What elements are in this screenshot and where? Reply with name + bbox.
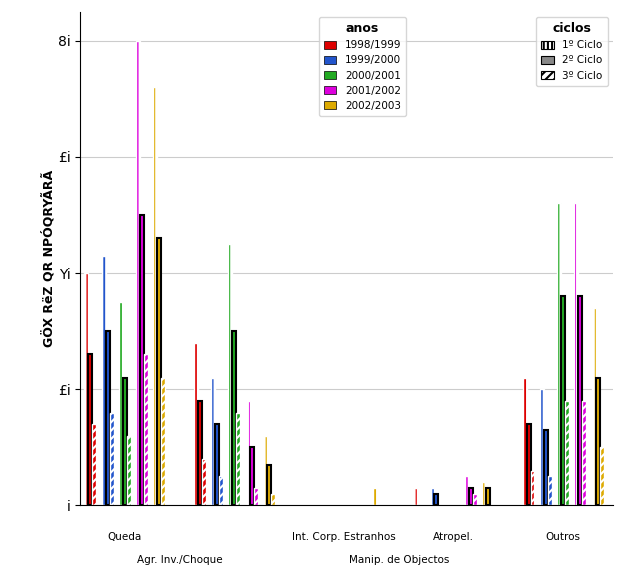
Bar [469,488,473,505]
Bar [215,424,219,505]
Bar [228,244,233,505]
Bar [154,87,157,505]
Bar [548,476,552,505]
Legend: 1º Ciclo, 2º Ciclo, 3º Ciclo: 1º Ciclo, 2º Ciclo, 3º Ciclo [536,17,608,86]
Bar [465,476,469,505]
Text: Atropel.: Atropel. [433,532,474,541]
Bar [89,354,92,505]
Bar [592,308,595,505]
Bar [373,488,376,505]
Bar [565,401,569,505]
Bar [543,430,548,505]
Bar [198,401,202,505]
Bar [219,476,223,505]
Bar [202,459,206,505]
Bar [84,273,89,505]
Bar [119,302,123,505]
Bar [144,354,148,505]
Bar [194,343,198,505]
Bar [233,331,236,505]
Text: Outros: Outros [545,532,581,541]
Bar [430,488,435,505]
Bar [582,401,586,505]
Bar [263,436,267,505]
Text: Manip. de Objectos: Manip. de Objectos [348,555,449,565]
Bar [574,203,578,505]
Bar [246,401,249,505]
Text: Agr. Inv./Choque: Agr. Inv./Choque [137,555,222,565]
Bar [110,413,114,505]
Bar [254,488,258,505]
Y-axis label: GÖX RëZ QR NPÓQRYÃRÃ: GÖX RëZ QR NPÓQRYÃRÃ [41,170,55,347]
Bar [540,389,543,505]
Bar [271,494,275,505]
Bar [486,488,490,505]
Bar [435,494,438,505]
Bar [522,378,527,505]
Bar [136,41,141,505]
Bar [157,238,162,505]
Bar [530,471,534,505]
Bar [211,378,215,505]
Bar [267,465,271,505]
Bar [557,203,561,505]
Bar [141,215,144,505]
Text: Queda: Queda [108,532,142,541]
Bar [600,447,604,505]
Bar [561,296,565,505]
Bar [92,424,97,505]
Bar [527,424,530,505]
Bar [249,447,254,505]
Bar [102,256,106,505]
Bar [482,482,486,505]
Text: Int. Corp. Estranhos: Int. Corp. Estranhos [292,532,396,541]
Bar [106,331,110,505]
Bar [473,494,477,505]
Bar [413,488,417,505]
Bar [162,378,165,505]
Bar [127,436,131,505]
Bar [236,413,240,505]
Bar [123,378,127,505]
Bar [595,378,600,505]
Bar [578,296,582,505]
